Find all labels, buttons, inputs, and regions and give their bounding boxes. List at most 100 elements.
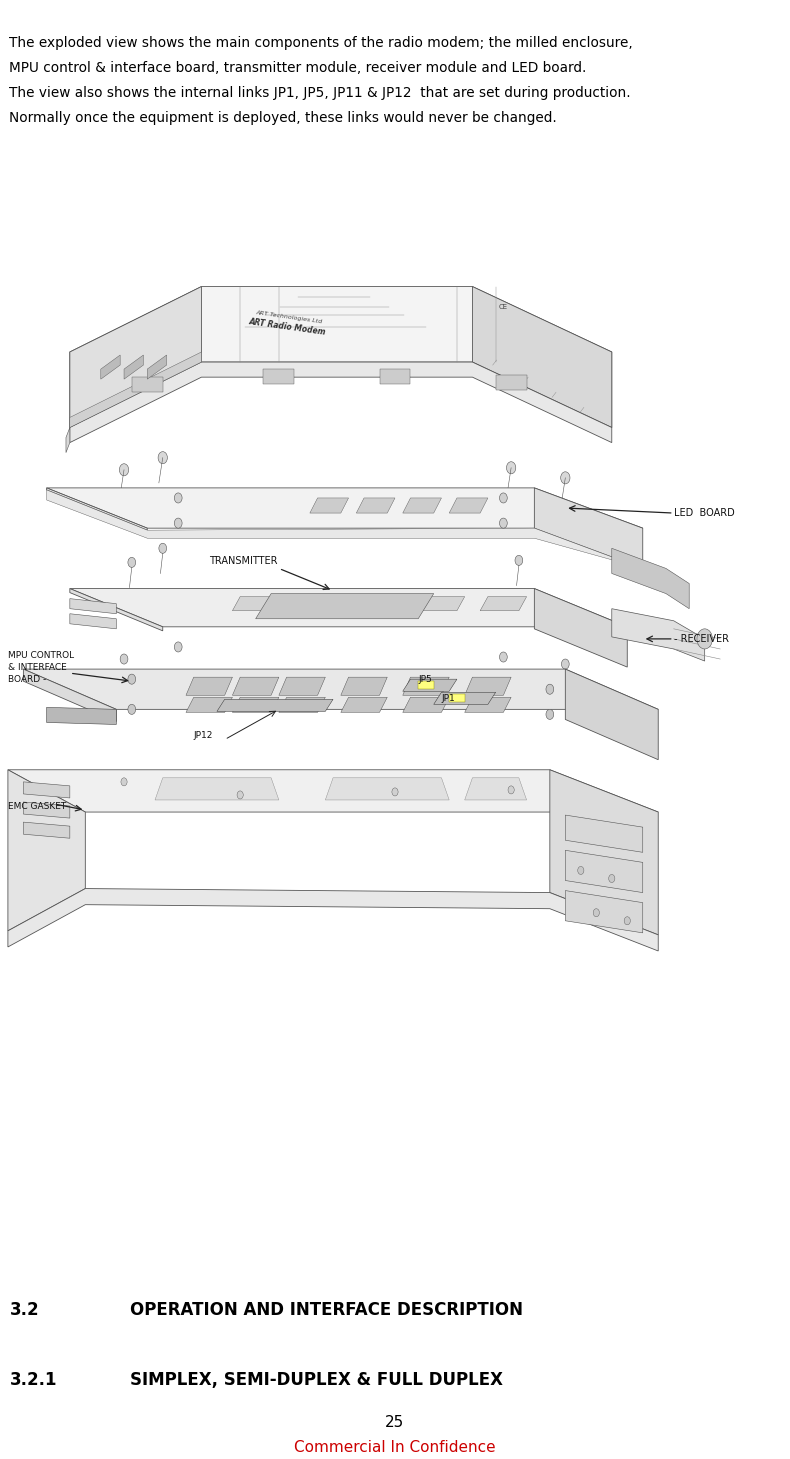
Ellipse shape <box>546 709 554 719</box>
Ellipse shape <box>121 778 127 786</box>
Ellipse shape <box>158 452 167 464</box>
Polygon shape <box>24 670 658 709</box>
Polygon shape <box>124 355 144 379</box>
Text: LED  BOARD: LED BOARD <box>674 508 735 518</box>
Polygon shape <box>465 778 527 800</box>
Ellipse shape <box>175 518 182 528</box>
Text: MPU CONTROL
& INTERFACE
BOARD -: MPU CONTROL & INTERFACE BOARD - <box>8 651 74 684</box>
Ellipse shape <box>120 654 128 664</box>
Text: ART Radio Modem: ART Radio Modem <box>248 317 326 337</box>
Polygon shape <box>186 677 232 696</box>
Text: JP12: JP12 <box>194 731 213 740</box>
Polygon shape <box>495 375 527 390</box>
Polygon shape <box>186 697 232 712</box>
Polygon shape <box>263 369 295 384</box>
Polygon shape <box>232 697 279 712</box>
Polygon shape <box>24 821 70 839</box>
Text: 3.2: 3.2 <box>9 1301 40 1319</box>
Text: Normally once the equipment is deployed, these links would never be changed.: Normally once the equipment is deployed,… <box>9 111 557 125</box>
Polygon shape <box>340 677 387 696</box>
Polygon shape <box>24 782 70 798</box>
Polygon shape <box>70 598 116 614</box>
Polygon shape <box>534 487 643 569</box>
Ellipse shape <box>577 867 584 874</box>
Polygon shape <box>8 889 658 951</box>
Ellipse shape <box>515 556 523 566</box>
Polygon shape <box>24 670 116 721</box>
Polygon shape <box>47 708 116 725</box>
Polygon shape <box>472 286 611 427</box>
Polygon shape <box>70 352 201 427</box>
Polygon shape <box>155 778 279 800</box>
Polygon shape <box>147 355 167 379</box>
Ellipse shape <box>392 788 398 797</box>
Ellipse shape <box>546 684 554 694</box>
Ellipse shape <box>624 916 630 925</box>
Polygon shape <box>465 677 511 696</box>
Text: OPERATION AND INTERFACE DESCRIPTION: OPERATION AND INTERFACE DESCRIPTION <box>130 1301 523 1319</box>
Polygon shape <box>70 286 201 427</box>
Polygon shape <box>132 378 163 392</box>
Ellipse shape <box>499 652 507 662</box>
Polygon shape <box>356 498 395 514</box>
Polygon shape <box>340 697 387 712</box>
Polygon shape <box>611 549 689 608</box>
Text: JP1: JP1 <box>442 694 455 703</box>
Polygon shape <box>480 597 527 611</box>
Text: TRANSMITTER: TRANSMITTER <box>209 556 278 566</box>
Text: ART Technologies Ltd: ART Technologies Ltd <box>256 309 323 324</box>
Polygon shape <box>101 355 120 379</box>
Polygon shape <box>47 487 643 528</box>
Polygon shape <box>8 770 658 813</box>
Polygon shape <box>70 614 116 629</box>
Ellipse shape <box>561 471 570 484</box>
Polygon shape <box>70 588 163 630</box>
Polygon shape <box>566 670 658 760</box>
Ellipse shape <box>508 786 514 794</box>
Ellipse shape <box>593 909 600 916</box>
Polygon shape <box>70 588 627 627</box>
Ellipse shape <box>128 705 136 715</box>
Text: - RECEIVER: - RECEIVER <box>674 633 728 643</box>
Polygon shape <box>418 597 465 611</box>
Polygon shape <box>295 597 340 611</box>
Text: Commercial In Confidence: Commercial In Confidence <box>294 1440 496 1455</box>
Text: The exploded view shows the main components of the radio modem; the milled enclo: The exploded view shows the main compone… <box>9 36 634 51</box>
Polygon shape <box>8 770 85 931</box>
Ellipse shape <box>159 543 167 553</box>
Polygon shape <box>566 851 643 893</box>
Ellipse shape <box>506 461 516 474</box>
Ellipse shape <box>697 629 713 649</box>
Ellipse shape <box>499 493 507 503</box>
Ellipse shape <box>608 874 615 883</box>
Ellipse shape <box>175 493 182 503</box>
Text: The view also shows the internal links JP1, JP5, JP11 & JP12  that are set durin: The view also shows the internal links J… <box>9 86 631 101</box>
Text: EMC GASKET: EMC GASKET <box>8 802 66 811</box>
Polygon shape <box>232 597 279 611</box>
Polygon shape <box>325 778 450 800</box>
Polygon shape <box>550 770 658 935</box>
Polygon shape <box>611 608 705 661</box>
Polygon shape <box>66 427 70 452</box>
Polygon shape <box>70 286 611 427</box>
Text: 3.2.1: 3.2.1 <box>9 1371 57 1389</box>
Polygon shape <box>47 487 147 530</box>
Polygon shape <box>403 697 450 712</box>
Polygon shape <box>450 694 465 702</box>
Polygon shape <box>279 677 325 696</box>
Polygon shape <box>217 699 333 712</box>
Polygon shape <box>403 677 450 696</box>
Polygon shape <box>279 697 325 712</box>
Polygon shape <box>403 680 457 692</box>
Polygon shape <box>450 498 488 514</box>
Polygon shape <box>356 597 403 611</box>
Ellipse shape <box>128 557 136 568</box>
Polygon shape <box>566 890 643 932</box>
Ellipse shape <box>128 674 136 684</box>
Ellipse shape <box>562 659 569 670</box>
Text: 25: 25 <box>386 1415 404 1430</box>
Polygon shape <box>418 681 434 689</box>
Text: JP5: JP5 <box>418 676 432 684</box>
Polygon shape <box>379 369 411 384</box>
Ellipse shape <box>119 464 129 476</box>
